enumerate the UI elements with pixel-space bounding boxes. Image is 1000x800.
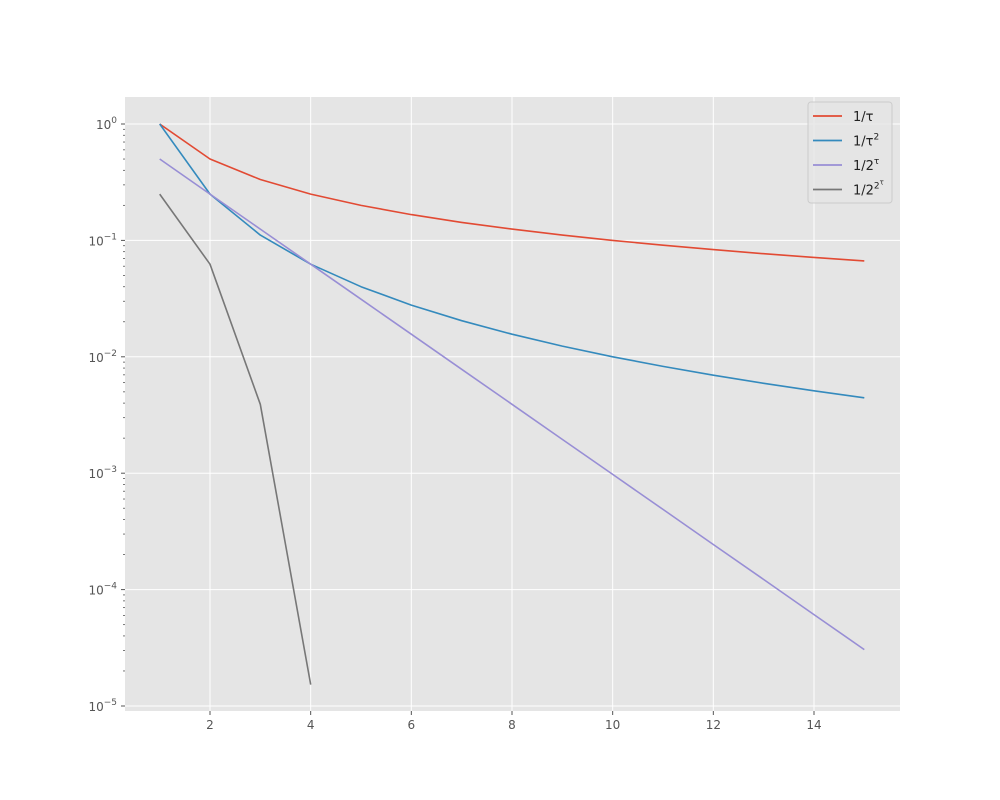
y-tick-label: 10−5: [88, 698, 117, 714]
y-minor-ticks: [123, 128, 125, 672]
x-tick-label: 10: [605, 718, 620, 732]
y-tick-label: 10−1: [88, 232, 117, 248]
x-tick-label: 2: [206, 718, 214, 732]
y-tick-label: 10−4: [88, 582, 117, 598]
x-tick-label: 6: [408, 718, 416, 732]
y-axis: 100 10−1 10−2 10−3 10−4 10−5: [88, 116, 125, 714]
y-tick-label: 10−2: [88, 349, 117, 365]
legend-label: 1/τ: [853, 110, 874, 125]
series-line: [159, 193, 312, 685]
legend-label: 1/2τ: [853, 157, 879, 174]
series-line: [159, 123, 865, 262]
legend-label: 1/22τ: [853, 179, 884, 199]
legend-label: 1/τ2: [853, 133, 879, 150]
gridlines: [125, 97, 900, 711]
y-tick-label: 10−3: [88, 465, 117, 481]
x-tick-label: 14: [806, 718, 821, 732]
series-line: [159, 123, 865, 399]
x-tick-label: 4: [307, 718, 315, 732]
y-tick-label: 100: [96, 116, 117, 132]
series-lines: [159, 123, 865, 685]
legend-box: [807, 101, 893, 204]
x-tick-label: 8: [508, 718, 516, 732]
x-tick-label: 12: [706, 718, 721, 732]
series-line: [159, 158, 865, 651]
x-axis: 2 4 6 8 10 12 14: [206, 711, 822, 732]
legend: 1/τ 1/τ2 1/2τ 1/22τ: [807, 101, 893, 204]
